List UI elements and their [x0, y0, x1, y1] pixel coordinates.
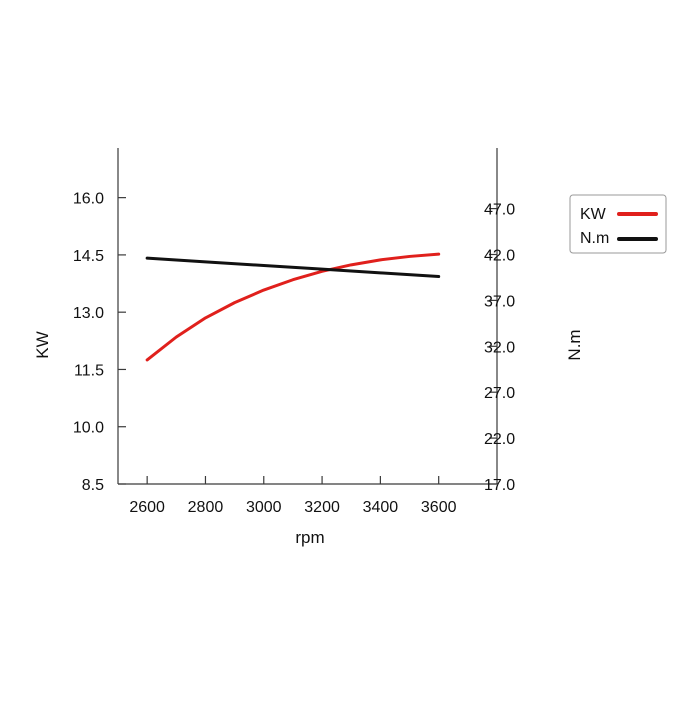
y-right-tick-label: 32.0 [484, 339, 515, 356]
y-right-tick-label: 47.0 [484, 202, 515, 219]
series-layer [147, 254, 439, 360]
x-axis-title: rpm [295, 528, 324, 547]
y-right-axis-title: N.m [565, 329, 584, 360]
y-left-tick-label: 16.0 [73, 191, 104, 208]
y-left-tick-label: 11.5 [74, 362, 104, 379]
y-left-axis-title: KW [33, 331, 52, 358]
legend: KW N.m [570, 195, 666, 253]
x-tick-label: 2600 [129, 499, 165, 516]
y-right-tick-label: 37.0 [484, 293, 515, 310]
axes-layer [118, 148, 497, 484]
series-line-n-m [147, 258, 439, 276]
series-line-kw [147, 254, 439, 360]
legend-label-kw: KW [580, 206, 607, 223]
y-right-tick-label: 22.0 [484, 431, 515, 448]
y-left-tick-label: 8.5 [82, 477, 104, 494]
y-left-tick-label: 14.5 [73, 248, 104, 265]
y-left-tick-label: 10.0 [73, 420, 104, 437]
y-right-tick-label: 17.0 [484, 477, 515, 494]
legend-label-nm: N.m [580, 230, 609, 247]
y-right-tick-label: 27.0 [484, 385, 515, 402]
x-tick-label: 3400 [363, 499, 399, 516]
y-right-tick-label: 42.0 [484, 247, 515, 264]
x-tick-label: 3600 [421, 499, 457, 516]
x-tick-label: 3200 [304, 499, 340, 516]
y-left-tick-label: 13.0 [73, 305, 104, 322]
labels-layer: 8.5 10.0 11.5 13.0 14.5 16.0 17.0 22.0 27.0 32.0 3… [73, 191, 515, 516]
x-tick-label: 3000 [246, 499, 282, 516]
x-tick-label: 2800 [188, 499, 224, 516]
